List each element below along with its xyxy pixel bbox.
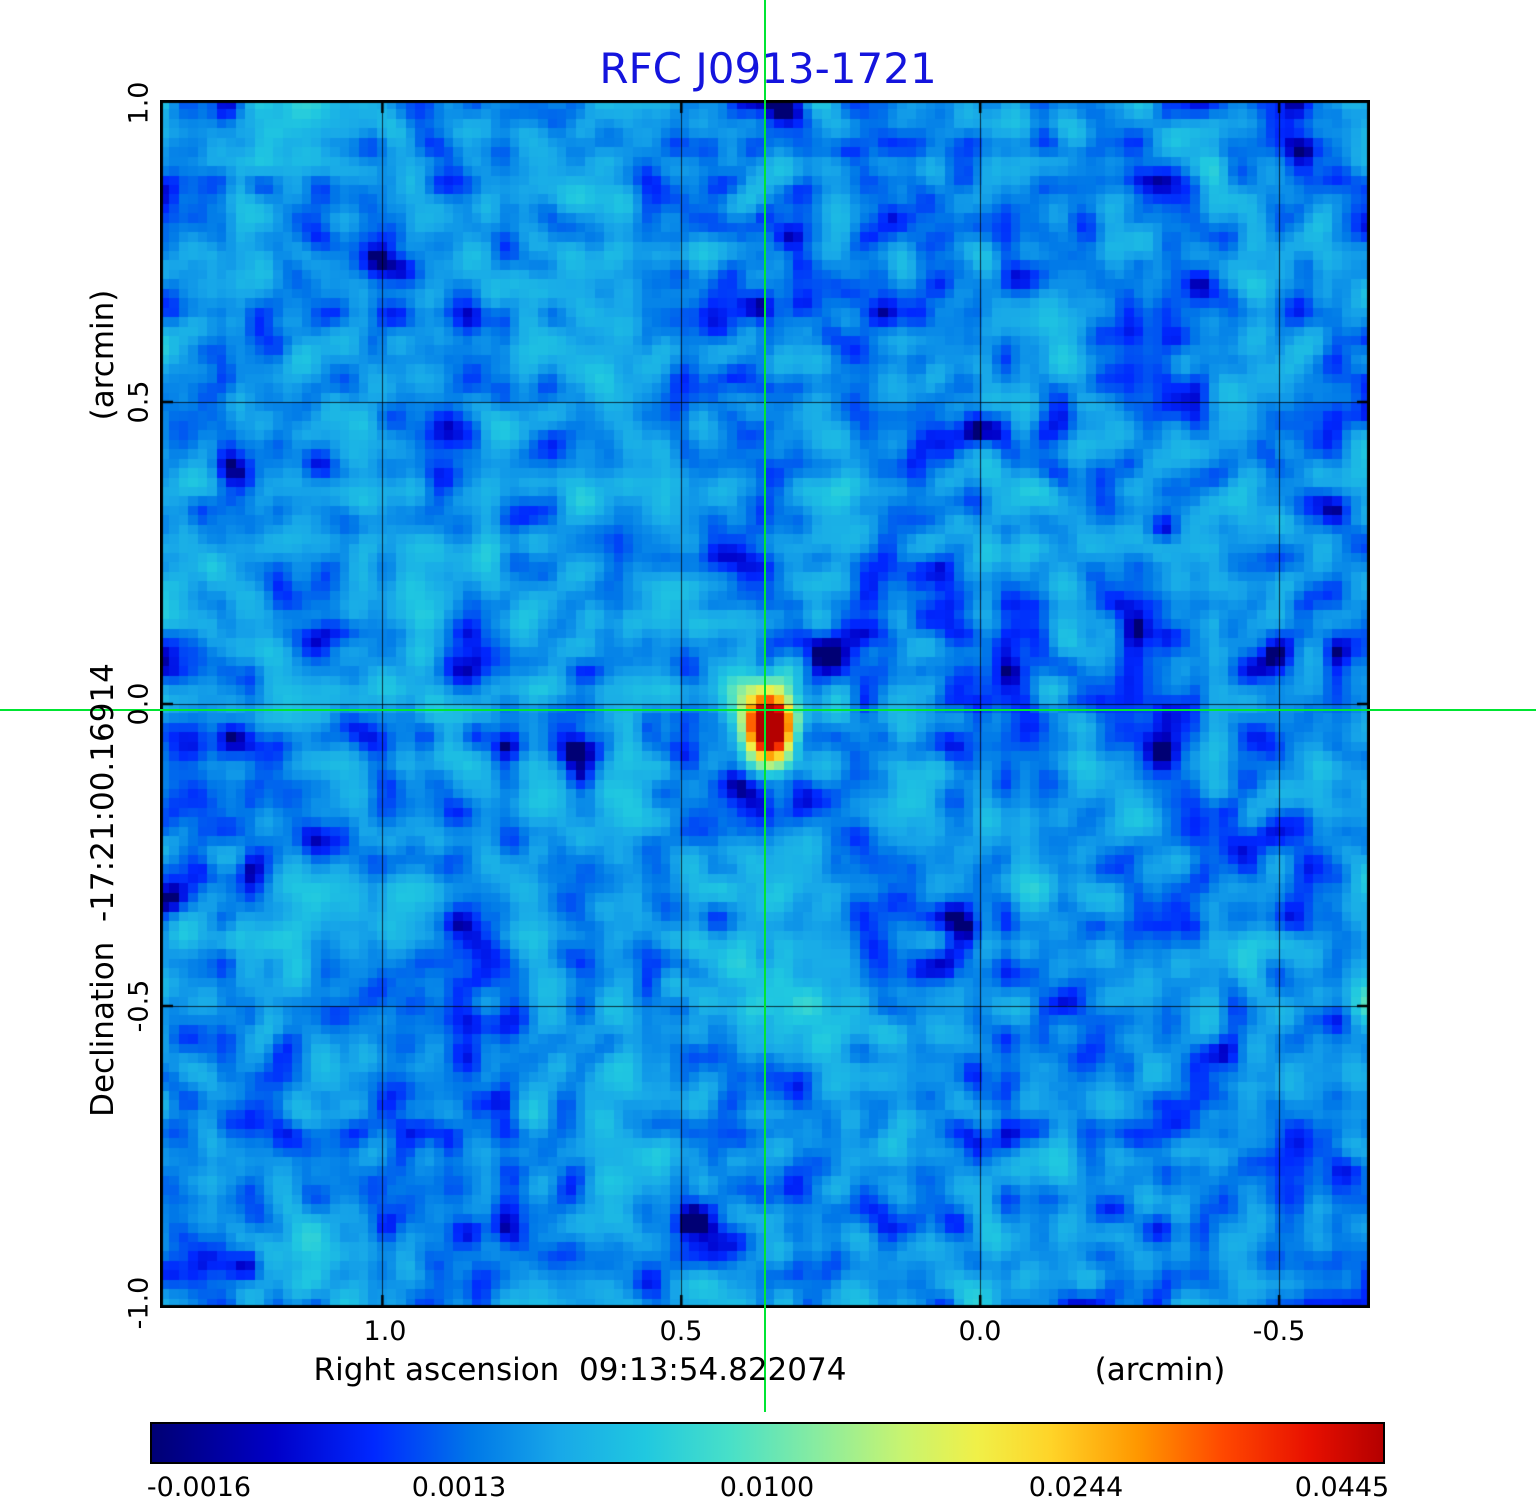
figure-title: RFC J0913-1721 xyxy=(599,44,937,93)
y-tick-label: -0.5 xyxy=(123,979,155,1033)
y-tick-label: -1.0 xyxy=(123,1276,155,1330)
colorbar-tick-label: 0.0100 xyxy=(719,1472,815,1503)
y-axis-title: Declination -17:21:00.16914 xyxy=(85,663,121,1117)
y-tick-label: 1.0 xyxy=(123,81,155,125)
colorbar xyxy=(150,1422,1385,1464)
colorbar-tick-label: 0.0013 xyxy=(411,1472,507,1503)
x-tick-label: 0.0 xyxy=(958,1316,1002,1347)
x-axis-unit-label: (arcmin) xyxy=(1094,1352,1226,1388)
colorbar-tick-label: -0.0016 xyxy=(146,1472,252,1503)
x-axis-title: Right ascension 09:13:54.822074 xyxy=(313,1352,847,1388)
y-axis-unit-label: (arcmin) xyxy=(85,289,121,421)
sky-map-canvas xyxy=(160,100,1370,1308)
x-tick-label: 0.5 xyxy=(659,1316,703,1347)
x-tick-label: 1.0 xyxy=(363,1316,407,1347)
y-tick-label: 0.0 xyxy=(123,682,155,726)
colorbar-tick-label: 0.0445 xyxy=(1294,1472,1390,1503)
y-tick-label: 0.5 xyxy=(123,380,155,424)
x-tick-label: -0.5 xyxy=(1252,1316,1306,1347)
colorbar-tick-label: 0.0244 xyxy=(1028,1472,1124,1503)
sky-map-panel xyxy=(160,100,1370,1308)
